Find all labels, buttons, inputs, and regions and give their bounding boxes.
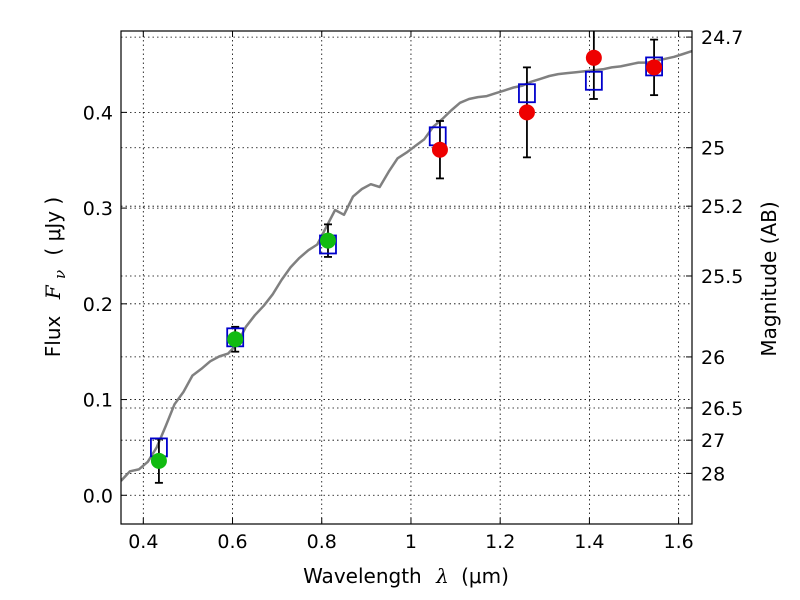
y2-axis-label: Magnitude (AB) — [757, 201, 781, 356]
y-tick-label: 0.4 — [83, 102, 113, 124]
x-axis-label-prefix: Wavelength — [303, 564, 422, 588]
observed-optical-point — [319, 232, 336, 249]
mag-tick-label: 25.5 — [701, 266, 743, 288]
y-axis-label-symbol: F — [41, 284, 65, 300]
mag-tick-label: 25.2 — [701, 196, 743, 218]
mag-tick-label: 26.5 — [701, 398, 743, 420]
mag-tick-label: 28 — [701, 463, 725, 485]
y-tick-label: 0.3 — [83, 198, 113, 220]
model-photometry-square — [584, 70, 603, 91]
observed-infrared-point — [585, 49, 602, 66]
x-axis-label-symbol: λ — [435, 564, 449, 588]
x-tick-label: 0.6 — [217, 531, 247, 553]
x-tick-label: 1.2 — [485, 531, 515, 553]
grid — [121, 31, 692, 524]
y-tick-label: 0.0 — [83, 485, 113, 507]
x-axis-label-unit: (μm) — [461, 564, 509, 588]
y-axis-label-unit: ( μJy ) — [41, 197, 65, 256]
y-axis-label: Flux F ν ( μJy ) — [41, 197, 70, 357]
x-tick-label: 1 — [405, 531, 417, 553]
observed-infrared-point — [431, 141, 448, 158]
model-photometry-square — [645, 56, 663, 77]
y-axis-label-prefix: Flux — [41, 315, 65, 357]
observed-infrared-point — [518, 104, 535, 121]
observed-infrared-point — [646, 59, 663, 76]
x-axis-label: Wavelength λ (μm) — [303, 564, 509, 588]
x-tick-label: 0.4 — [128, 531, 158, 553]
y-axis-label-subscript: ν — [51, 270, 69, 279]
x-tick-label: 0.8 — [307, 531, 337, 553]
x-tick-label: 1.6 — [664, 531, 694, 553]
x-tick-label: 1.4 — [574, 531, 604, 553]
plot-frame — [120, 30, 693, 525]
y-tick-label: 0.2 — [83, 294, 113, 316]
observed-optical-point — [227, 331, 244, 348]
observed-optical-point — [150, 452, 167, 469]
mag-tick-label: 24.7 — [701, 27, 743, 49]
model-photometry-square — [518, 83, 536, 104]
model-spectrum-line — [121, 49, 692, 482]
observed-photometry-markers — [150, 49, 663, 469]
mag-tick-label: 27 — [701, 430, 725, 452]
model-spectrum-path — [121, 49, 692, 482]
mag-tick-label: 26 — [701, 347, 725, 369]
y-tick-label: 0.1 — [83, 390, 113, 412]
mag-tick-label: 25 — [701, 138, 725, 160]
axis-ticks: 0.4 0.6 0.8 1 1.2 1.4 1.6 0.0 0.1 0.2 0.3 0.4 24.7 25… — [83, 27, 744, 553]
